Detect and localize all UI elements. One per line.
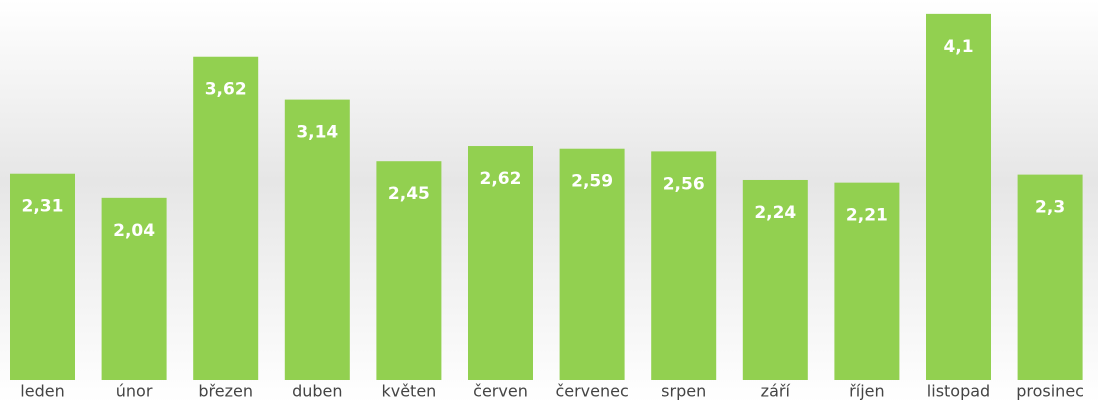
data-label: 2,56 — [663, 174, 705, 194]
x-tick-label: listopad — [927, 382, 990, 401]
x-tick-label: leden — [20, 382, 64, 401]
data-label: 4,1 — [943, 37, 973, 57]
bar — [284, 99, 350, 381]
data-label: 2,62 — [480, 169, 522, 189]
bar — [926, 13, 991, 381]
x-tick-label: duben — [292, 382, 342, 401]
bar — [10, 173, 75, 380]
x-tick-label: prosinec — [1016, 382, 1084, 401]
data-label: 2,24 — [754, 203, 796, 223]
data-label: 2,21 — [846, 206, 888, 226]
data-label: 2,59 — [571, 172, 613, 192]
data-label: 2,3 — [1035, 198, 1065, 218]
bar — [468, 146, 533, 380]
bar — [101, 197, 167, 380]
x-tick-label: únor — [116, 382, 153, 401]
bar — [376, 161, 442, 380]
bar — [1017, 174, 1083, 380]
bar — [742, 179, 808, 380]
data-label: 2,31 — [22, 197, 64, 217]
bar — [651, 151, 717, 380]
x-tick-label: květen — [381, 382, 436, 401]
plot-area: 2,31 leden 2,04 únor 3,62 březen 3,14 duben 2,45… — [10, 13, 1084, 401]
x-tick-label: červen — [473, 382, 528, 401]
bar — [193, 56, 259, 380]
x-tick-label: září — [761, 382, 791, 401]
x-tick-label: říjen — [849, 382, 884, 401]
x-tick-label: červenec — [555, 382, 628, 401]
data-label: 3,62 — [205, 80, 247, 100]
x-tick-label: srpen — [661, 382, 706, 401]
x-tick-label: březen — [198, 382, 253, 401]
data-label: 2,04 — [113, 221, 155, 241]
data-label: 2,45 — [388, 184, 430, 204]
bar — [834, 182, 900, 380]
data-label: 3,14 — [296, 123, 338, 143]
bar — [559, 148, 625, 380]
